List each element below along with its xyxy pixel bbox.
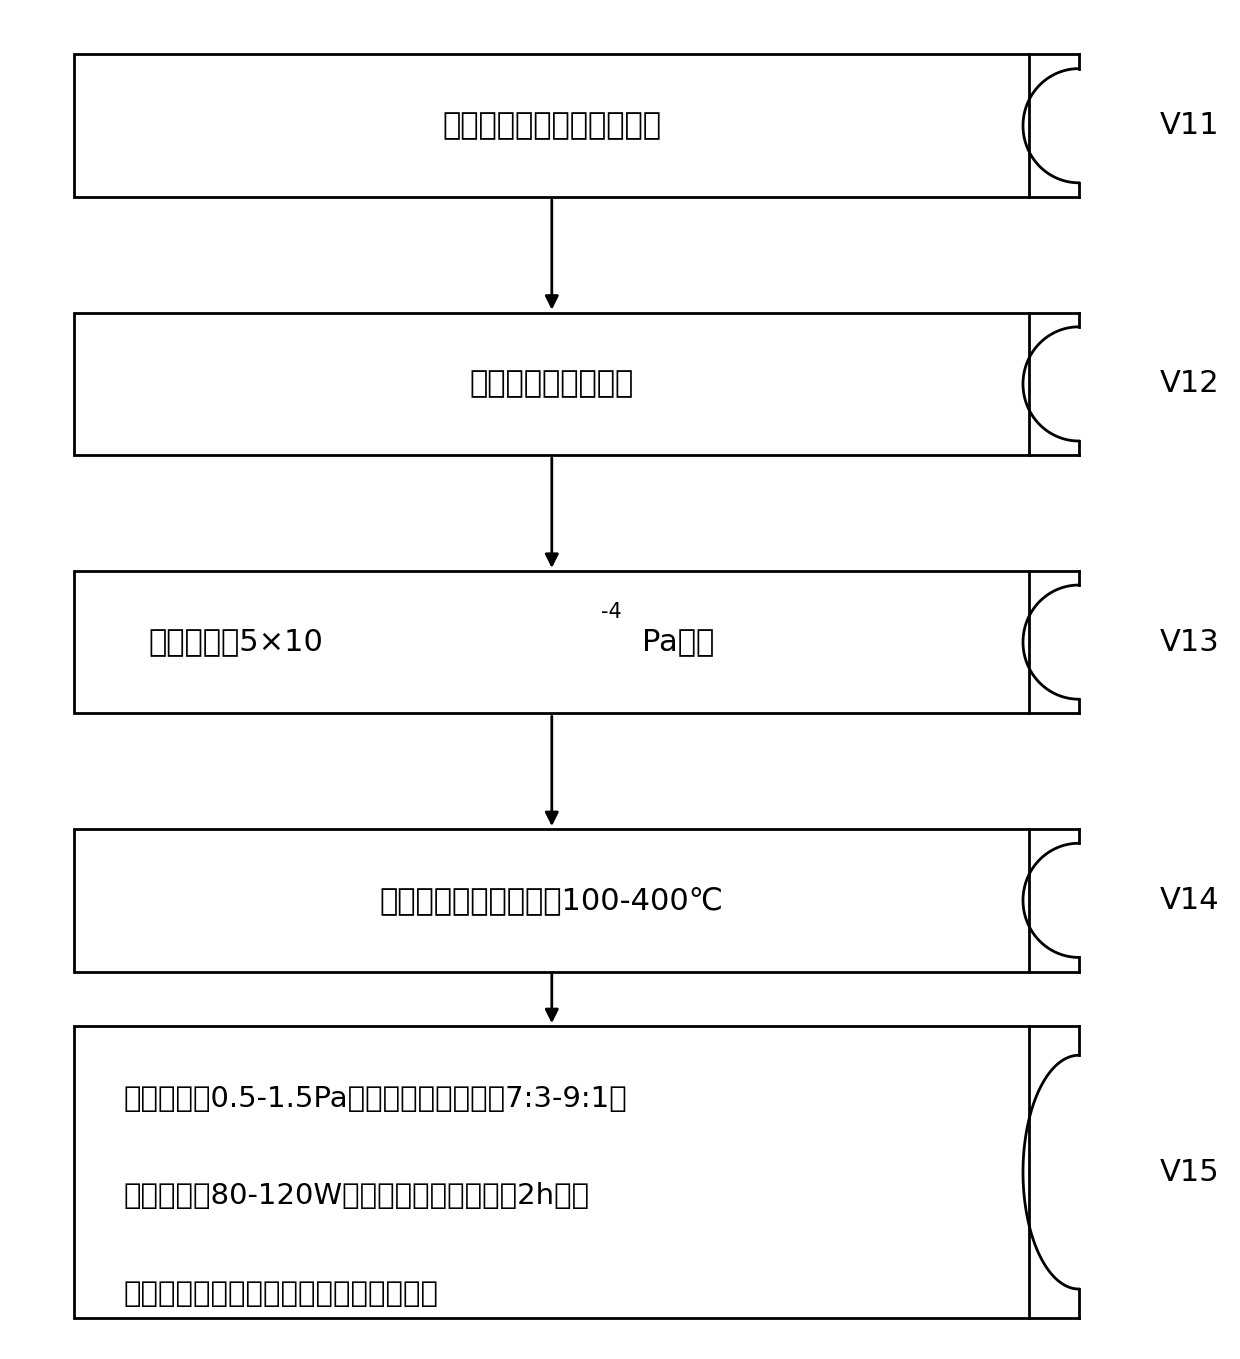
- Text: -4: -4: [601, 602, 622, 622]
- FancyArrowPatch shape: [547, 458, 557, 565]
- FancyArrowPatch shape: [547, 974, 557, 1021]
- Text: Pa以下: Pa以下: [642, 628, 714, 656]
- Text: V12: V12: [1159, 370, 1219, 398]
- Text: V15: V15: [1159, 1158, 1219, 1186]
- Bar: [74, 54, 1029, 197]
- Text: V14: V14: [1159, 886, 1219, 915]
- Text: 将真空抽到5×10: 将真空抽到5×10: [149, 628, 324, 656]
- FancyArrowPatch shape: [547, 200, 557, 307]
- Text: 到形成在所述正极集流体上的正极薄膜层: 到形成在所述正极集流体上的正极薄膜层: [124, 1280, 439, 1307]
- Bar: [74, 571, 1029, 713]
- Bar: [74, 829, 1029, 972]
- FancyArrowPatch shape: [547, 716, 557, 824]
- Text: 提供正极集流体层作为基板: 提供正极集流体层作为基板: [443, 111, 661, 140]
- Text: 溅射功率为80-120W进行溅射，溅射时间为2h，得: 溅射功率为80-120W进行溅射，溅射时间为2h，得: [124, 1182, 590, 1211]
- Text: 将基片架的温度加热至100-400℃: 将基片架的温度加热至100-400℃: [379, 886, 724, 915]
- Bar: [74, 1026, 1029, 1318]
- Bar: [74, 313, 1029, 455]
- Text: 调节气压为0.5-1.5Pa、氩气和氧气的比例7:3-9:1、: 调节气压为0.5-1.5Pa、氩气和氧气的比例7:3-9:1、: [124, 1084, 627, 1113]
- Text: V11: V11: [1159, 111, 1219, 140]
- Text: V13: V13: [1159, 628, 1219, 656]
- Text: 安装正极薄膜层靶材: 安装正极薄膜层靶材: [470, 370, 634, 398]
